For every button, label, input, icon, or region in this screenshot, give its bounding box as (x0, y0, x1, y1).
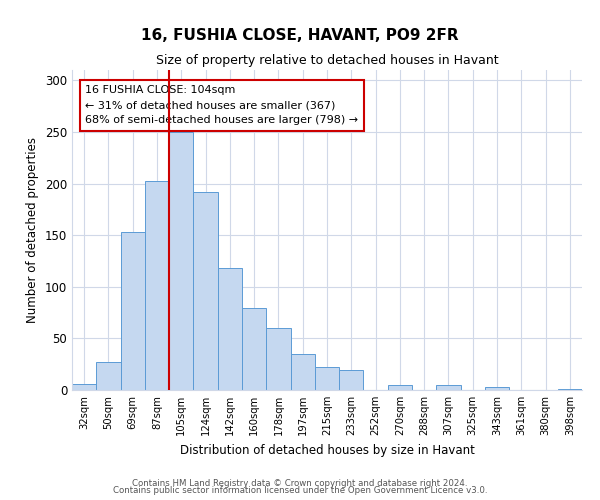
Text: Contains HM Land Registry data © Crown copyright and database right 2024.: Contains HM Land Registry data © Crown c… (132, 478, 468, 488)
Bar (193, 192, 218, 390)
Bar (388, 385, 412, 390)
Bar (436, 385, 461, 390)
Y-axis label: Number of detached properties: Number of detached properties (26, 137, 40, 323)
Text: 16, FUSHIA CLOSE, HAVANT, PO9 2FR: 16, FUSHIA CLOSE, HAVANT, PO9 2FR (141, 28, 459, 42)
Bar (72, 384, 96, 390)
Text: 16 FUSHIA CLOSE: 104sqm
← 31% of detached houses are smaller (367)
68% of semi-d: 16 FUSHIA CLOSE: 104sqm ← 31% of detache… (85, 86, 358, 125)
Title: Size of property relative to detached houses in Havant: Size of property relative to detached ho… (155, 54, 499, 68)
Bar (121, 232, 145, 390)
X-axis label: Distribution of detached houses by size in Havant: Distribution of detached houses by size … (179, 444, 475, 456)
Bar (266, 328, 290, 390)
Bar (145, 182, 169, 390)
Bar (242, 308, 266, 390)
Bar (339, 370, 364, 390)
Text: Contains public sector information licensed under the Open Government Licence v3: Contains public sector information licen… (113, 486, 487, 495)
Bar (169, 132, 193, 390)
Bar (315, 368, 339, 390)
Bar (558, 389, 582, 390)
Bar (290, 354, 315, 390)
Bar (218, 268, 242, 390)
Bar (96, 362, 121, 390)
Bar (485, 387, 509, 390)
